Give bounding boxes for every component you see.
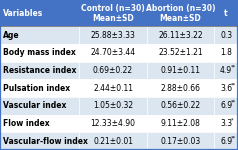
Text: **: ** [231, 100, 237, 105]
Bar [147, 115, 214, 132]
Text: 1.8: 1.8 [220, 48, 232, 57]
Bar [0, 62, 79, 79]
Text: 6.9: 6.9 [220, 101, 232, 110]
Text: 24.70±3.44: 24.70±3.44 [90, 48, 136, 57]
Text: 4.9: 4.9 [220, 66, 232, 75]
Text: Vascular index: Vascular index [3, 101, 66, 110]
Text: 2.44±0.11: 2.44±0.11 [93, 84, 133, 93]
Bar [79, 26, 147, 44]
Bar [214, 115, 238, 132]
Text: Abortion (n=30)
Mean±SD: Abortion (n=30) Mean±SD [146, 4, 215, 23]
Text: Resistance index: Resistance index [3, 66, 76, 75]
Text: 0.69±0.22: 0.69±0.22 [93, 66, 133, 75]
Bar [147, 132, 214, 150]
Bar [0, 44, 79, 62]
Text: 3.3: 3.3 [220, 119, 232, 128]
Text: 0.56±0.22: 0.56±0.22 [160, 101, 201, 110]
Text: Flow index: Flow index [3, 119, 50, 128]
Bar [214, 0, 238, 26]
Text: 6.9: 6.9 [220, 137, 232, 146]
Bar [147, 79, 214, 97]
Text: 25.88±3.33: 25.88±3.33 [91, 31, 135, 40]
Bar [79, 44, 147, 62]
Text: Pulsation index: Pulsation index [3, 84, 70, 93]
Bar [214, 132, 238, 150]
Bar [147, 0, 214, 26]
Bar [0, 115, 79, 132]
Text: 23.52±1.21: 23.52±1.21 [158, 48, 203, 57]
Text: **: ** [231, 65, 237, 70]
Text: 3.6: 3.6 [220, 84, 232, 93]
Bar [79, 115, 147, 132]
Bar [214, 44, 238, 62]
Text: *: * [231, 118, 234, 123]
Text: Control (n=30)
Mean±SD: Control (n=30) Mean±SD [81, 4, 145, 23]
Bar [214, 79, 238, 97]
Bar [0, 132, 79, 150]
Text: Age: Age [3, 31, 20, 40]
Bar [0, 26, 79, 44]
Bar [0, 79, 79, 97]
Bar [147, 62, 214, 79]
Text: **: ** [231, 135, 237, 140]
Text: 26.11±3.22: 26.11±3.22 [158, 31, 203, 40]
Bar [0, 97, 79, 115]
Text: 12.33±4.90: 12.33±4.90 [90, 119, 136, 128]
Bar [79, 79, 147, 97]
Text: 9.11±2.08: 9.11±2.08 [161, 119, 200, 128]
Bar [79, 0, 147, 26]
Text: 1.05±0.32: 1.05±0.32 [93, 101, 133, 110]
Text: Body mass index: Body mass index [3, 48, 76, 57]
Bar [147, 26, 214, 44]
Text: 0.17±0.03: 0.17±0.03 [160, 137, 201, 146]
Bar [214, 97, 238, 115]
Text: t: t [224, 9, 228, 18]
Text: Vascular-flow index: Vascular-flow index [3, 137, 88, 146]
Text: 2.88±0.66: 2.88±0.66 [160, 84, 200, 93]
Text: **: ** [231, 82, 237, 87]
Text: 0.21±0.01: 0.21±0.01 [93, 137, 133, 146]
Bar [147, 44, 214, 62]
Text: Variables: Variables [3, 9, 43, 18]
Bar [147, 97, 214, 115]
Text: 0.3: 0.3 [220, 31, 232, 40]
Bar [79, 132, 147, 150]
Bar [0, 0, 79, 26]
Text: 0.91±0.11: 0.91±0.11 [160, 66, 200, 75]
Bar [79, 97, 147, 115]
Bar [79, 62, 147, 79]
Bar [214, 62, 238, 79]
Bar [214, 26, 238, 44]
